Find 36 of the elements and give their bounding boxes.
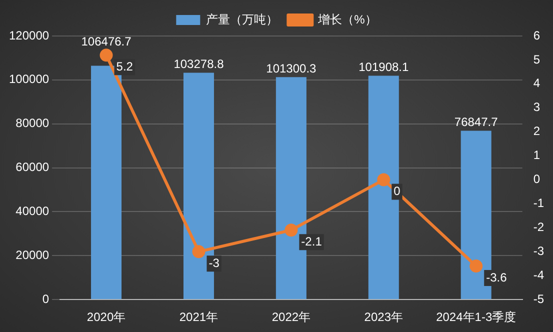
y2-tick-label: -3 (533, 244, 544, 258)
y2-tick-label: 3 (533, 100, 540, 114)
data-label: 103278.8 (174, 57, 224, 72)
y2-tick-label: 0 (533, 172, 540, 186)
y2-tick-label: 5 (533, 52, 540, 66)
x-tick-label: 2024年1-3季度 (436, 310, 516, 324)
y2-tick-label: 1 (533, 148, 540, 162)
data-label: -3 (208, 256, 220, 270)
data-label: -3.6 (486, 270, 508, 284)
y-tick-label: 20000 (16, 248, 50, 262)
legend-label: 产量（万吨） (206, 12, 278, 26)
y-tick-label: 120000 (8, 28, 50, 42)
y2-tick-label: -2 (533, 220, 544, 234)
data-label: 76847.7 (454, 115, 498, 130)
y2-tick-label: -5 (533, 292, 544, 306)
data-label: 0 (394, 184, 401, 198)
x-tick-label: 2020年 (86, 310, 126, 324)
y-tick-label: 40000 (16, 204, 50, 218)
y-tick-label: 100000 (8, 72, 50, 86)
data-label: 101908.1 (358, 60, 409, 74)
data-label: 106476.7 (81, 34, 132, 48)
x-tick-label: 2023年 (364, 310, 403, 324)
y2-tick-label: -1 (533, 196, 544, 210)
x-tick-label: 2021年 (179, 310, 218, 324)
y-tick-label: 80000 (16, 116, 50, 130)
y-tick-label: 0 (42, 292, 50, 306)
data-label: 5.2 (116, 59, 134, 74)
legend-label: 增长（%） (317, 12, 377, 26)
y2-tick-label: 2 (533, 124, 540, 138)
data-label: 101300.3 (266, 61, 317, 76)
y2-tick-label: -4 (533, 268, 544, 282)
y2-tick-label: 4 (533, 76, 540, 90)
x-tick-label: 2022年 (272, 310, 311, 324)
data-label: -2.1 (301, 234, 322, 248)
y2-tick-label: 6 (533, 28, 540, 42)
y-tick-label: 60000 (16, 160, 50, 174)
